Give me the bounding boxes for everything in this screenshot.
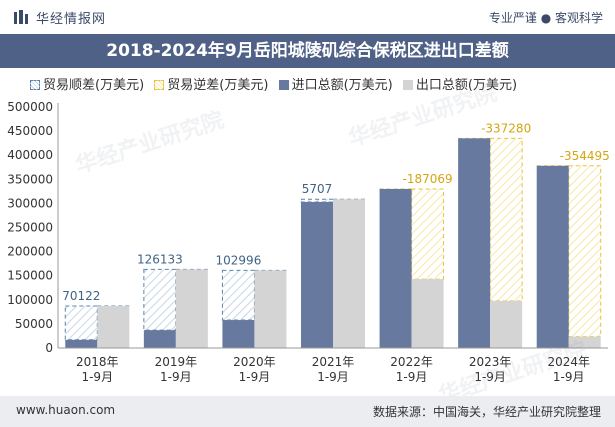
export-bar: [175, 269, 208, 348]
x-tick-label: 2018年 1-9月: [76, 355, 119, 384]
y-tick-label: 400000: [7, 148, 53, 162]
export-bar: [411, 279, 444, 348]
title-bar: 2018-2024年9月岳阳城陵矶综合保税区进出口差额: [0, 34, 615, 68]
import-bar: [65, 339, 98, 348]
x-tick-label-line: 1-9月: [396, 370, 428, 384]
balance-label: -337280: [481, 121, 531, 135]
x-tick-label-line: 2018年: [76, 355, 119, 369]
y-tick-label: 500000: [7, 100, 53, 114]
balance-label: -354495: [560, 149, 610, 163]
y-tick-label: 450000: [7, 124, 53, 138]
y-tick-label: 50000: [15, 317, 53, 331]
surplus-bar: [221, 269, 255, 321]
import-bar: [143, 330, 176, 348]
x-tick-label: 2020年 1-9月: [233, 355, 276, 384]
x-tick-label-line: 1-9月: [553, 370, 585, 384]
brand-name: 华经情报网: [36, 12, 107, 27]
x-tick-label-line: 2022年: [390, 355, 433, 369]
y-tick-label: 200000: [7, 245, 53, 259]
brand-tags: 专业严谨 ● 客观科学: [488, 11, 603, 25]
balance-label: 5707: [302, 182, 333, 196]
y-tick-label: 0: [45, 341, 53, 355]
chart-title: 2018-2024年9月岳阳城陵矶综合保税区进出口差额: [106, 41, 509, 61]
legend-swatch-export: [402, 80, 413, 90]
balance-label: -187069: [403, 172, 453, 186]
deficit-bar: [489, 137, 523, 302]
x-tick-label-line: 1-9月: [81, 370, 113, 384]
surplus-bar: [64, 305, 98, 341]
import-bar: [458, 138, 491, 348]
export-bar: [490, 300, 523, 348]
x-tick-label-line: 2023年: [469, 355, 512, 369]
export-bar: [568, 336, 601, 348]
deficit-bar: [568, 165, 602, 338]
footer-url: www.huaon.com: [16, 403, 116, 417]
legend-item-surplus: 贸易顺差(万美元): [30, 74, 144, 93]
deficit-bar: [411, 188, 445, 280]
x-tick-label: 2021年 1-9月: [312, 355, 355, 384]
x-tick-label: 2019年 1-9月: [155, 355, 198, 384]
y-tick-label: 100000: [7, 293, 53, 307]
x-tick-label: 2022年 1-9月: [390, 355, 433, 384]
x-tick-label-line: 2021年: [312, 355, 355, 369]
y-axis: 0 50000 100000 150000 200000 250000 300000 3500…: [7, 100, 59, 355]
x-tick-label-line: 2019年: [155, 355, 198, 369]
x-tick-label: 2023年 1-9月: [469, 355, 512, 384]
x-tick-label-line: 2024年: [547, 355, 590, 369]
footer: www.huaon.com 数据来源：中国海关，华经产业研究院整理: [0, 396, 615, 427]
balance-label: 102996: [216, 253, 262, 267]
huajing-logo-icon: [14, 10, 28, 24]
x-tick-label-line: 1-9月: [474, 370, 506, 384]
surplus-bar: [143, 268, 177, 331]
trade-bars: [65, 138, 601, 348]
legend-item-deficit: 贸易逆差(万美元): [154, 74, 268, 93]
balance-label: 126133: [137, 252, 183, 266]
surplus-bar: [300, 198, 334, 203]
legend-label-import: 进口总额(万美元): [291, 78, 393, 93]
x-tick-label-line: 1-9月: [160, 370, 192, 384]
bar-chart: 0 50000 100000 150000 200000 250000 300000 3500…: [7, 100, 610, 384]
legend-label-export: 出口总额(万美元): [415, 78, 518, 93]
legend-swatch-deficit: [154, 80, 165, 90]
y-tick-label: 350000: [7, 172, 53, 186]
export-bar: [97, 306, 130, 348]
legend-swatch-import: [278, 80, 289, 90]
export-bar: [254, 270, 287, 348]
legend-swatch-surplus: [30, 80, 40, 90]
top-bar: 华经情报网 专业严谨 ● 客观科学: [0, 0, 615, 34]
legend-label-surplus: 贸易顺差(万美元): [43, 78, 145, 93]
data-labels: 70122 126133 102996 5707 -187069 -337280 -3544…: [62, 121, 610, 303]
legend-item-export: 出口总额(万美元): [402, 74, 518, 93]
chart-legend: 贸易顺差(万美元) 贸易逆差(万美元) 进口总额(万美元) 出口总额(万美元): [30, 74, 523, 94]
y-tick-label: 300000: [7, 196, 53, 210]
legend-label-deficit: 贸易逆差(万美元): [167, 78, 269, 93]
x-tick-label-line: 1-9月: [317, 370, 349, 384]
balance-label: 70122: [62, 289, 100, 303]
footer-source: 数据来源：中国海关，华经产业研究院整理: [372, 405, 601, 419]
x-tick-label: 2024年 1-9月: [547, 355, 590, 384]
y-tick-label: 150000: [7, 269, 53, 283]
import-bar: [379, 188, 412, 348]
balance-bars: [64, 137, 602, 341]
y-tick-label: 250000: [7, 221, 53, 235]
export-bar: [333, 199, 365, 348]
x-tick-label-line: 2020年: [233, 355, 276, 369]
import-bar: [301, 201, 333, 348]
x-tick-label-line: 1-9月: [239, 370, 271, 384]
import-bar: [222, 320, 255, 348]
import-bar: [536, 165, 569, 348]
legend-item-import: 进口总额(万美元): [278, 74, 393, 93]
